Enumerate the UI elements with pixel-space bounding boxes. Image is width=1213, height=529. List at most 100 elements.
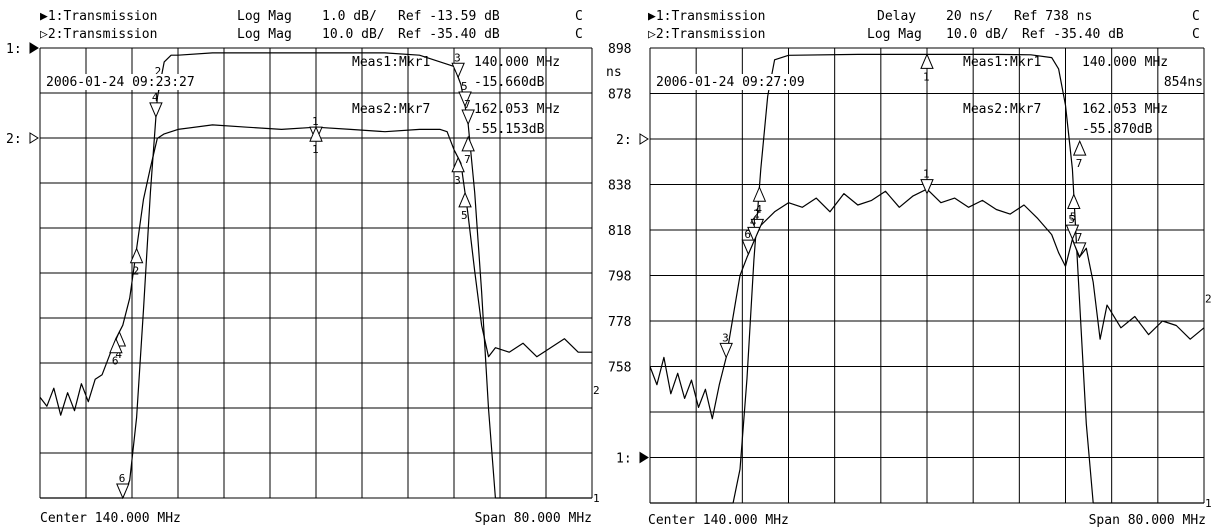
left-meas1-freq: 140.000 MHz [474, 55, 560, 70]
marker-triangle [458, 91, 472, 108]
left-meas2-value: -55.153dB [474, 122, 545, 137]
right-trace1-header-flag: C [1192, 9, 1200, 24]
trace2-header-flag: C [575, 27, 583, 42]
marker-triangle [309, 125, 323, 142]
marker-number: 6 [744, 228, 751, 241]
trace1-header-flag: C [575, 9, 583, 24]
marker-1-3: 3 [719, 331, 733, 359]
marker-triangle [451, 156, 465, 173]
right-trace2-header-flag: C [1192, 27, 1200, 42]
right-footer-span: Span 80.000 MHz [1089, 513, 1206, 528]
left-timestamp: 2006-01-24 09:23:27 [46, 75, 195, 90]
left-markers: 1 2 3 4 5 6 7 1 2 3 4 5 6 7 [109, 51, 475, 500]
marker-2-3: 3 [451, 156, 465, 187]
marker-2-5: 5 [458, 191, 472, 222]
marker-triangle [461, 135, 475, 152]
marker-triangle [461, 109, 475, 126]
right-meas2-value: -55.870dB [1082, 122, 1153, 137]
trace1-header-marker: ▶1:Transmission [40, 9, 157, 24]
marker-number: 4 [750, 215, 757, 228]
marker-2-1: 1 [309, 125, 323, 156]
marker-number: 6 [119, 472, 126, 485]
marker-2-5: 5 [1067, 193, 1081, 224]
left-analyzer-panel: ▶1:Transmission Log Mag 1.0 dB/ Ref -13.… [6, 9, 600, 526]
trace1-header-scale: 1.0 dB/ [322, 9, 377, 24]
y-tick-label: 778 [608, 315, 631, 330]
right-meas1-freq: 140.000 MHz [1082, 55, 1168, 70]
left-reference-labels: 1: 2: 2 1 [6, 42, 600, 505]
marker-number: 6 [112, 355, 119, 368]
marker-triangle [920, 179, 934, 195]
right-trace1-header-ref: Ref 738 ns [1014, 9, 1092, 24]
right-footer-center: Center 140.000 MHz [648, 513, 789, 528]
left-footer-center: Center 140.000 MHz [40, 511, 181, 526]
marker-1-6: 6 [741, 228, 756, 256]
marker-triangle [719, 342, 733, 359]
marker-triangle [752, 185, 767, 202]
marker-1-5: 5 [1065, 213, 1080, 241]
right-edge-label: 2 [593, 384, 600, 397]
marker-number: 2 [133, 265, 140, 278]
right-trace1-header-format: Delay [877, 9, 916, 24]
trace1-header-ref: Ref -13.59 dB [398, 9, 500, 24]
reference-label-text: 1: [616, 452, 632, 467]
marker-number: 4 [115, 348, 122, 361]
reference-arrow-open-icon [29, 132, 39, 144]
y-tick-label: 798 [608, 270, 631, 285]
marker-triangle [451, 62, 465, 79]
marker-2-1: 1 [920, 53, 934, 83]
right-reference-labels: 2: 1: 898 878 838 818 798 778 758 2 1 [608, 42, 1212, 510]
marker-1-4: 4 [747, 215, 761, 243]
left-meas2-freq: 162.053 MHz [474, 102, 560, 117]
marker-1-7: 7 [461, 98, 475, 126]
marker-number: 3 [454, 51, 461, 64]
right-edge-label: 2 [1205, 292, 1212, 305]
right-meas1-label: Meas1:Mkr1 [963, 55, 1041, 70]
left-meas1-label: Meas1:Mkr1 [352, 55, 430, 70]
right-trace2-header-scale: 10.0 dB/ [946, 27, 1009, 42]
marker-triangle [116, 483, 130, 500]
left-meas2-label: Meas2:Mkr7 [352, 102, 430, 117]
y-tick-label: 898 [608, 42, 631, 57]
marker-triangle [1067, 193, 1081, 210]
right-analyzer-panel: ▶1:Transmission Delay 20 ns/ Ref 738 ns … [606, 9, 1212, 528]
marker-number: 5 [1070, 211, 1077, 224]
marker-number: 4 [755, 203, 762, 216]
marker-2-7: 7 [461, 135, 475, 166]
marker-number: 5 [1068, 213, 1075, 226]
right-graticule [649, 47, 1205, 504]
left-graticule [39, 47, 593, 499]
reference-label: 2: [616, 133, 649, 148]
marker-number: 7 [464, 153, 471, 166]
trace2-header-scale: 10.0 dB/ [322, 27, 385, 42]
marker-number: 5 [461, 80, 468, 93]
marker-number: 7 [1076, 157, 1083, 170]
marker-2-4: 4 [752, 185, 767, 216]
reference-label: 2: [6, 132, 39, 147]
marker-number: 7 [464, 98, 471, 111]
left-traces [39, 52, 592, 499]
reference-label: 1: [616, 452, 649, 467]
left-meas1-value: -15.660dB [474, 75, 545, 90]
right-trace2-header-format: Log Mag [867, 27, 922, 42]
y-tick-label: 758 [608, 361, 631, 376]
marker-triangle [129, 247, 144, 264]
reference-arrow-open-icon [639, 133, 649, 145]
marker-triangle [750, 218, 765, 235]
reference-label: 1: [6, 42, 39, 57]
marker-2-2: 2 [129, 247, 144, 278]
marker-2-6: 6 [109, 337, 123, 368]
marker-1-2: 2 [750, 207, 765, 235]
marker-number: 3 [454, 174, 461, 187]
trace-1-line [40, 52, 592, 499]
right-meas2-freq: 162.053 MHz [1082, 102, 1168, 117]
trace1-header-format: Log Mag [237, 9, 292, 24]
marker-1-5: 5 [458, 80, 472, 108]
marker-triangle [149, 102, 163, 119]
reference-arrow-filled-icon [29, 42, 39, 54]
marker-1-4: 4 [149, 91, 163, 119]
reference-label-text: 2: [616, 133, 632, 148]
y-tick-label: 838 [608, 179, 631, 194]
trace-2-line [39, 124, 592, 416]
